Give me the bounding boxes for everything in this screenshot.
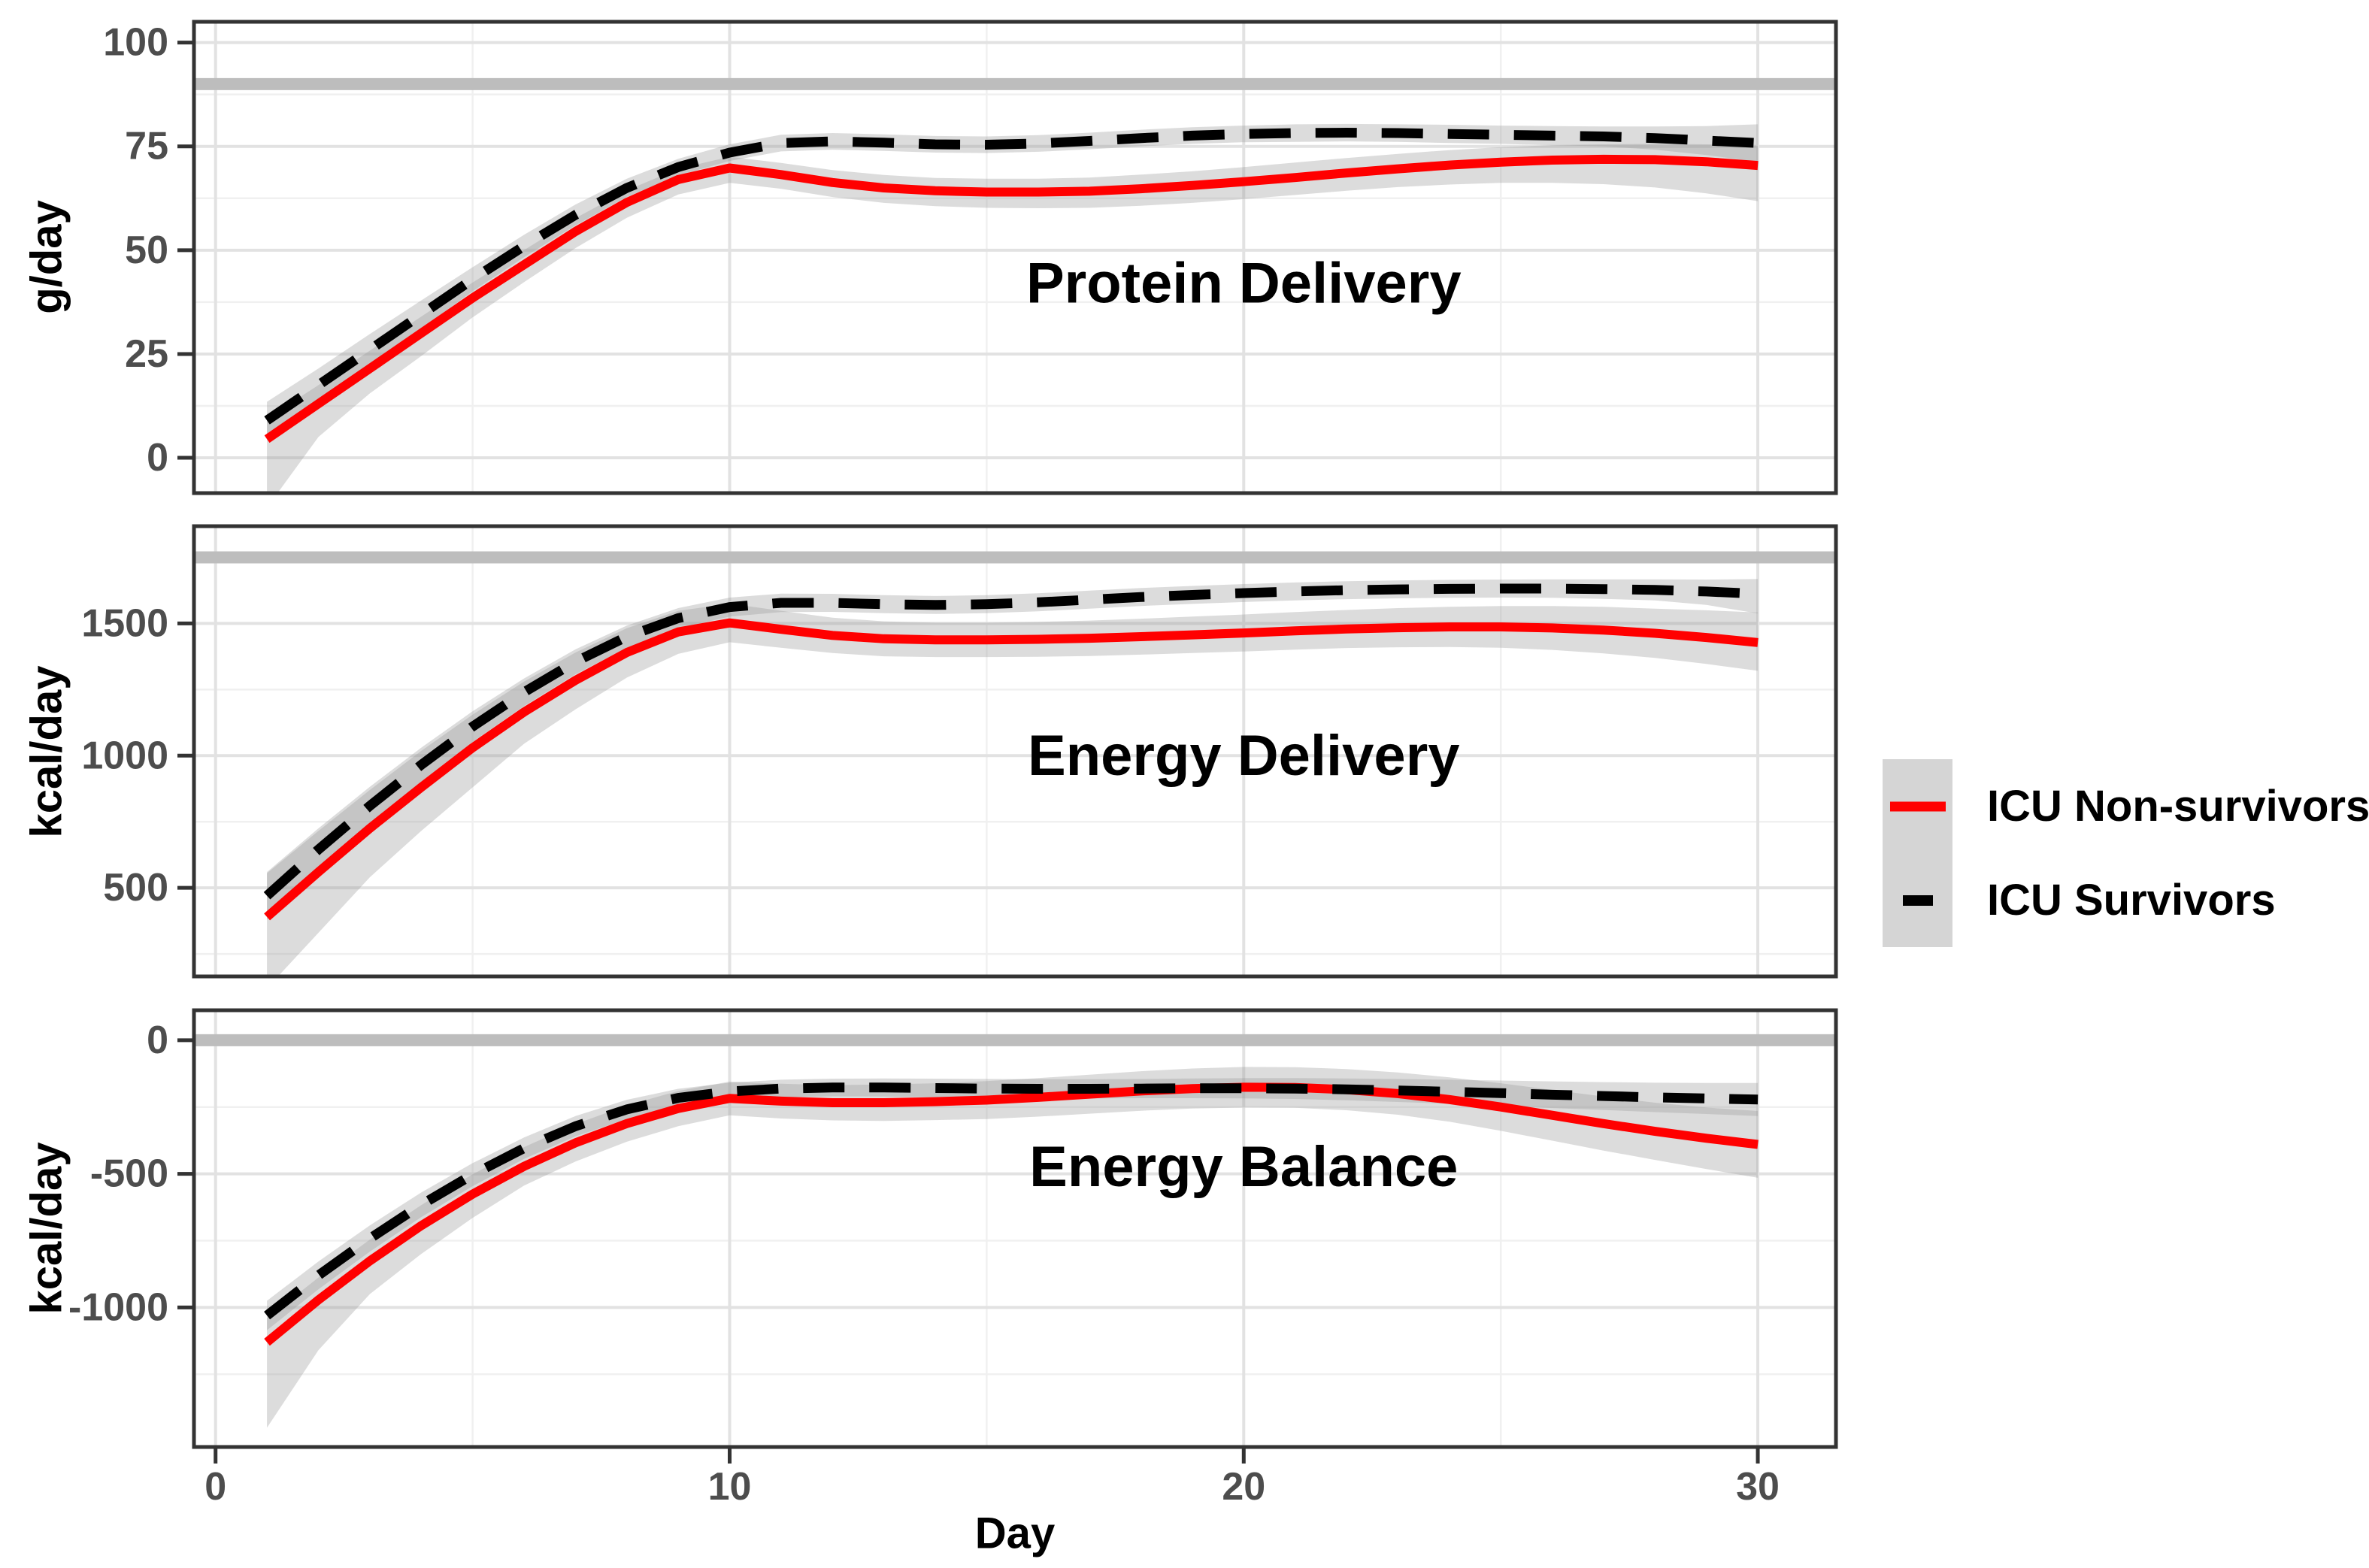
y-tick-label: 500 <box>103 866 168 910</box>
panel-border <box>192 20 1838 495</box>
line-non-survivor <box>264 618 1759 921</box>
black-dash-line-icon <box>1902 894 1933 906</box>
y-tick-label: 75 <box>125 125 168 168</box>
legend-label-non-survivors: ICU Non-survivors <box>1987 782 2369 831</box>
line-non-survivor <box>264 154 1759 443</box>
ci-band-survivor <box>267 1078 1759 1330</box>
legend-label-survivors: ICU Survivors <box>1987 876 2276 925</box>
panel-border <box>192 524 1838 979</box>
red-solid-line-icon <box>1889 801 1946 811</box>
y-axis-title-protein: g/day <box>22 200 71 314</box>
panel-title: Energy Balance <box>1029 1135 1458 1199</box>
x-tick-label: 10 <box>708 1465 752 1509</box>
legend-key-survivors <box>1883 853 1952 947</box>
line-survivor <box>264 1082 1759 1320</box>
y-tick-label: 0 <box>147 1019 168 1062</box>
y-tick-label: 100 <box>103 21 168 65</box>
legend-item-non-survivors: ICU Non-survivors <box>1883 759 2369 853</box>
y-axis-title-energy-delivery: kcal/day <box>22 665 71 838</box>
y-axis-title-energy-balance: kcal/day <box>22 1142 71 1315</box>
x-axis-title: Day <box>974 1509 1056 1558</box>
panel-protein-delivery: 0 25 50 75 100 Protein Delivery <box>103 20 1838 495</box>
legend-item-survivors: ICU Survivors <box>1883 853 2369 947</box>
panel-energy-delivery: 500 1000 1500 Energy Delivery <box>81 524 1838 979</box>
line-survivor <box>263 583 1759 900</box>
y-tick-label: 25 <box>125 332 168 376</box>
ci-band-non-survivor <box>267 604 1759 976</box>
line-survivor <box>264 128 1759 425</box>
panel-energy-balance: -1000 -500 0 Energy Balance <box>68 1008 1838 1449</box>
x-tick-label: 30 <box>1736 1465 1780 1509</box>
legend-key-non-survivors <box>1883 759 1952 853</box>
y-tick-label: -500 <box>90 1152 168 1196</box>
panel-title: Energy Delivery <box>1028 724 1460 788</box>
y-tick-label: 1500 <box>81 601 168 645</box>
line-non-survivor <box>264 1082 1759 1346</box>
ci-band-non-survivor <box>267 144 1759 493</box>
x-tick-label: 20 <box>1222 1465 1265 1509</box>
panel-border <box>192 1008 1838 1449</box>
x-tick-label: 0 <box>204 1465 226 1509</box>
y-tick-label: 50 <box>125 229 168 272</box>
y-tick-label: -1000 <box>68 1285 168 1329</box>
panel-title: Protein Delivery <box>1026 252 1462 316</box>
ci-band-non-survivor <box>267 1067 1759 1428</box>
y-tick-label: 1000 <box>81 734 168 777</box>
legend: ICU Non-survivors ICU Survivors <box>1883 759 2369 947</box>
y-tick-label: 0 <box>147 436 168 480</box>
